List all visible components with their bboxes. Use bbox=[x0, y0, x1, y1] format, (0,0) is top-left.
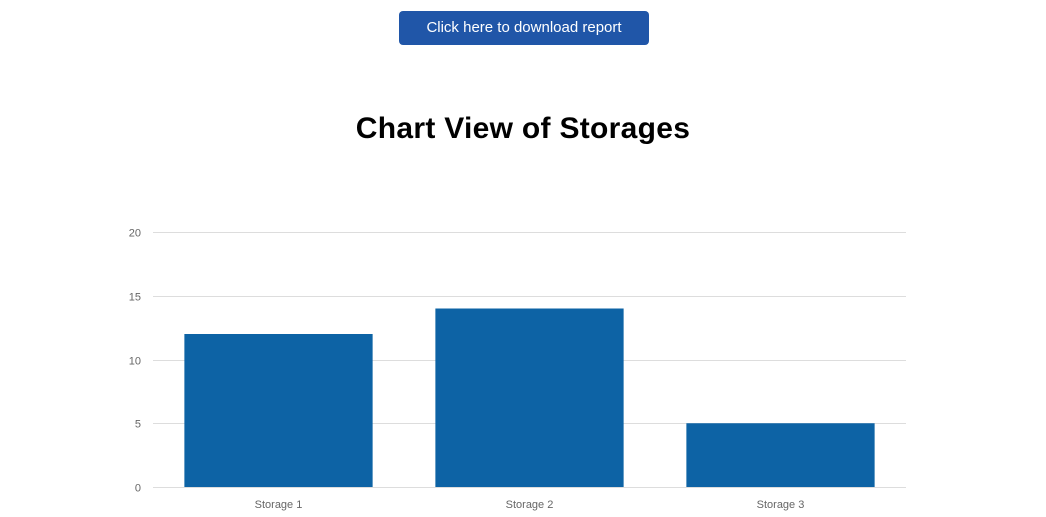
x-tick-label: Storage 3 bbox=[757, 499, 805, 511]
y-tick-label: 10 bbox=[129, 356, 141, 368]
x-tick-label: Storage 1 bbox=[255, 499, 303, 511]
chart-title: Chart View of Storages bbox=[355, 112, 691, 145]
y-tick-label: 5 bbox=[135, 419, 141, 431]
bar-2[interactable] bbox=[435, 308, 624, 488]
x-tick-label: Storage 2 bbox=[506, 499, 554, 511]
download-report-button[interactable]: Click here to download report bbox=[399, 11, 649, 45]
y-tick-label: 0 bbox=[135, 483, 141, 495]
y-tick-label: 15 bbox=[129, 292, 141, 304]
y-tick-label: 20 bbox=[129, 228, 141, 240]
bar-1[interactable] bbox=[184, 334, 373, 487]
bar-3[interactable] bbox=[686, 423, 875, 487]
